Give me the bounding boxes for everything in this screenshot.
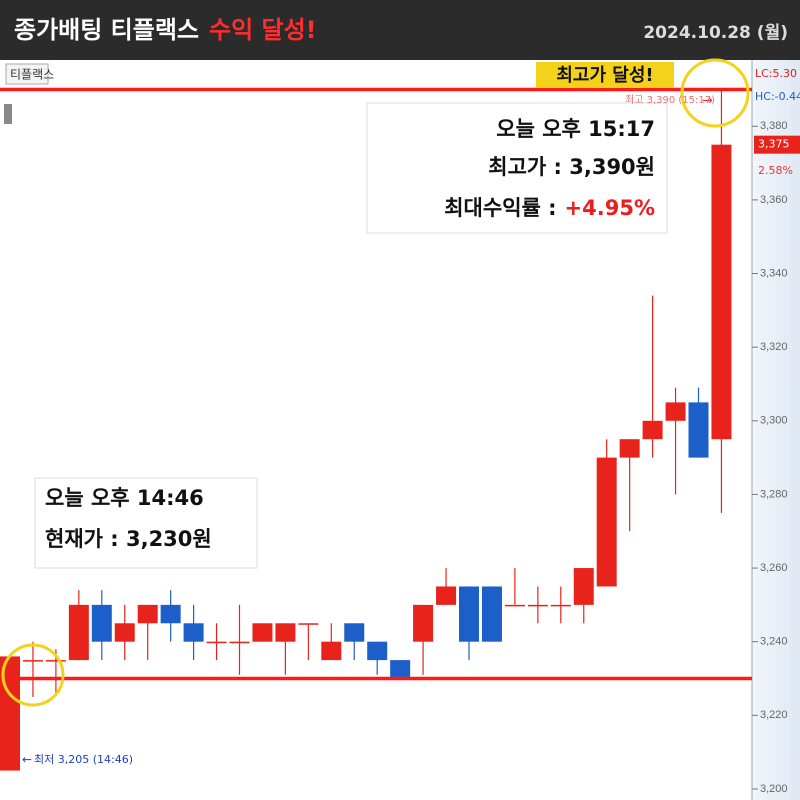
- candle-body: [390, 660, 411, 679]
- candle-body: [413, 604, 434, 642]
- candle-body: [160, 604, 181, 624]
- annotation-line: 최고가 : 3,390원: [488, 155, 655, 179]
- highlight-circle: [680, 58, 750, 128]
- annotation-box: [366, 102, 668, 234]
- y-tick-label: 3,320: [760, 341, 788, 353]
- return-value: +4.95%: [565, 196, 655, 220]
- candle-body: [137, 604, 158, 624]
- candle-body: [665, 402, 686, 421]
- arrow: →: [702, 94, 713, 109]
- badge: 최고가 달성!: [556, 65, 653, 86]
- change-label: 2.58%: [758, 164, 793, 177]
- candle-body: [711, 144, 732, 440]
- candle-body: [229, 641, 250, 644]
- candle-body: [91, 604, 112, 642]
- axis-bg: [752, 60, 800, 800]
- high-marker-label: 최고 3,390 (15:17): [625, 94, 715, 106]
- y-tick-label: 3,200: [760, 783, 788, 795]
- header: [0, 0, 800, 60]
- plot: 3,200 3,220 3,240 3,260 3,280 3,300 3,320 3,340…: [0, 87, 800, 795]
- candle-body: [252, 623, 273, 642]
- candle-body: [298, 623, 319, 625]
- candle-body: [619, 439, 640, 458]
- y-tick-label: 3,240: [760, 636, 788, 648]
- y-tick-label: 3,380: [760, 120, 788, 132]
- candle-body: [367, 641, 388, 661]
- candle-body: [596, 457, 617, 587]
- candle-body: [68, 604, 89, 661]
- symbol-label: 티플랙스: [10, 68, 54, 82]
- y-tick-label: 3,260: [760, 562, 788, 574]
- current-price-box: [754, 135, 800, 154]
- symbol-box: [5, 63, 49, 85]
- annotation-line: 오늘 오후 14:46: [45, 486, 204, 510]
- candle-body: [275, 623, 296, 642]
- candle-body: [504, 604, 525, 607]
- candle-body: [642, 420, 663, 440]
- candle-body: [45, 660, 66, 662]
- candle-body: [573, 568, 594, 605]
- y-tick-label: 3,360: [760, 194, 788, 206]
- y-tick-label: 3,280: [760, 488, 788, 500]
- badge-bg: [536, 62, 674, 88]
- highlight-circle: [1, 643, 65, 707]
- return-label: 최대수익률 :: [444, 196, 556, 220]
- title: 종가배팅 티플랙스 수익 달성!: [14, 16, 317, 44]
- axis-note: LC:5.30: [755, 67, 797, 80]
- annotation-line: 최대수익률 : +4.95%: [444, 196, 655, 220]
- candle-body: [550, 604, 571, 607]
- candle-body: [344, 623, 365, 642]
- y-tick-label: 3,300: [760, 415, 788, 427]
- date: 2024.10.28 (월): [643, 23, 788, 43]
- candle-body: [527, 604, 548, 607]
- annotation-line: 오늘 오후 15:17: [496, 117, 655, 141]
- candle-body: [436, 586, 457, 605]
- annotation-line: 현재가 : 3,230원: [45, 527, 212, 551]
- icon: [4, 104, 12, 124]
- candle-body: [22, 660, 43, 662]
- y-tick-label: 3,220: [760, 709, 788, 721]
- current-price-label: 3,375: [758, 138, 790, 151]
- y-tick-label: 3,340: [760, 267, 788, 279]
- arrow: ←: [22, 753, 32, 767]
- candle-body: [183, 623, 204, 642]
- title-main: 종가배팅 티플랙스: [14, 16, 199, 44]
- candle-body: [459, 586, 479, 642]
- candle-body: [321, 641, 342, 661]
- low-marker-label: 최저 3,205 (14:46): [34, 753, 133, 766]
- candle-body: [206, 641, 227, 644]
- candle-body: [114, 623, 135, 642]
- title-highlight: 수익 달성!: [209, 16, 317, 44]
- axis-note: HC:-0.44: [755, 90, 800, 103]
- candle-body: [481, 586, 502, 642]
- candle-body: [688, 402, 709, 458]
- annotation-box: [34, 477, 258, 569]
